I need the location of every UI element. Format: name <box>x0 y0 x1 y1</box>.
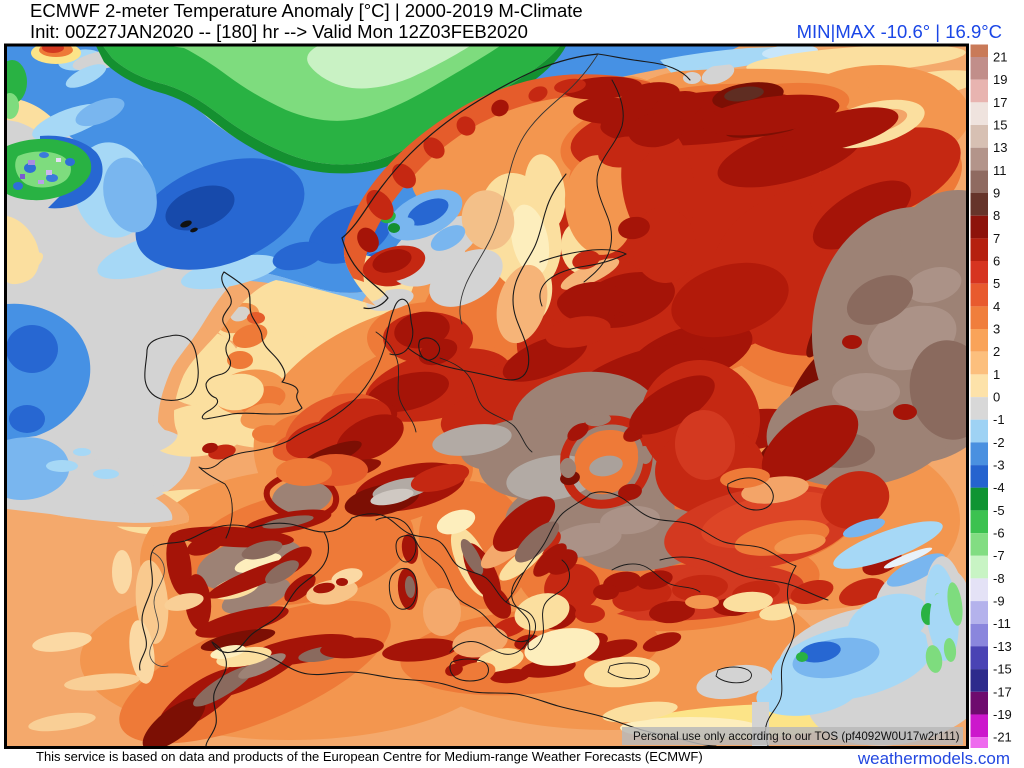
svg-text:-9: -9 <box>993 594 1005 609</box>
svg-text:weathermodels.com: weathermodels.com <box>857 749 1010 768</box>
svg-text:17: 17 <box>993 95 1007 110</box>
svg-text:5: 5 <box>993 276 1000 291</box>
svg-text:21: 21 <box>993 50 1007 65</box>
svg-text:This service is based on data: This service is based on data and produc… <box>36 749 703 764</box>
svg-text:-1: -1 <box>993 412 1005 427</box>
svg-text:-2: -2 <box>993 435 1005 450</box>
svg-text:0: 0 <box>993 390 1000 405</box>
svg-text:11: 11 <box>993 163 1007 178</box>
svg-text:ECMWF 2-meter Temperature Anom: ECMWF 2-meter Temperature Anomaly [°C] |… <box>30 0 583 21</box>
svg-text:6: 6 <box>993 254 1000 269</box>
svg-text:-13: -13 <box>993 639 1012 654</box>
svg-text:13: 13 <box>993 140 1007 155</box>
svg-text:8: 8 <box>993 208 1000 223</box>
svg-text:-11: -11 <box>993 616 1011 631</box>
svg-text:-15: -15 <box>993 662 1012 677</box>
svg-text:7: 7 <box>993 231 1000 246</box>
svg-text:-6: -6 <box>993 526 1005 541</box>
svg-text:-7: -7 <box>993 548 1005 563</box>
svg-text:-4: -4 <box>993 480 1005 495</box>
svg-text:2: 2 <box>993 344 1000 359</box>
svg-text:9: 9 <box>993 186 1000 201</box>
svg-text:-3: -3 <box>993 458 1005 473</box>
svg-text:3: 3 <box>993 322 1000 337</box>
svg-text:Personal use only according to: Personal use only according to our TOS (… <box>633 730 960 743</box>
svg-text:-21: -21 <box>993 730 1012 745</box>
svg-text:MIN|MAX -10.6° | 16.9°C: MIN|MAX -10.6° | 16.9°C <box>797 21 1002 42</box>
svg-text:Init: 00Z27JAN2020 -- [180] hr: Init: 00Z27JAN2020 -- [180] hr --> Valid… <box>30 21 528 42</box>
svg-text:15: 15 <box>993 118 1007 133</box>
svg-text:-17: -17 <box>993 684 1012 699</box>
svg-text:-8: -8 <box>993 571 1005 586</box>
svg-text:-5: -5 <box>993 503 1005 518</box>
svg-text:1: 1 <box>993 367 1000 382</box>
svg-text:-19: -19 <box>993 707 1012 722</box>
svg-text:4: 4 <box>993 299 1000 314</box>
svg-text:19: 19 <box>993 72 1007 87</box>
